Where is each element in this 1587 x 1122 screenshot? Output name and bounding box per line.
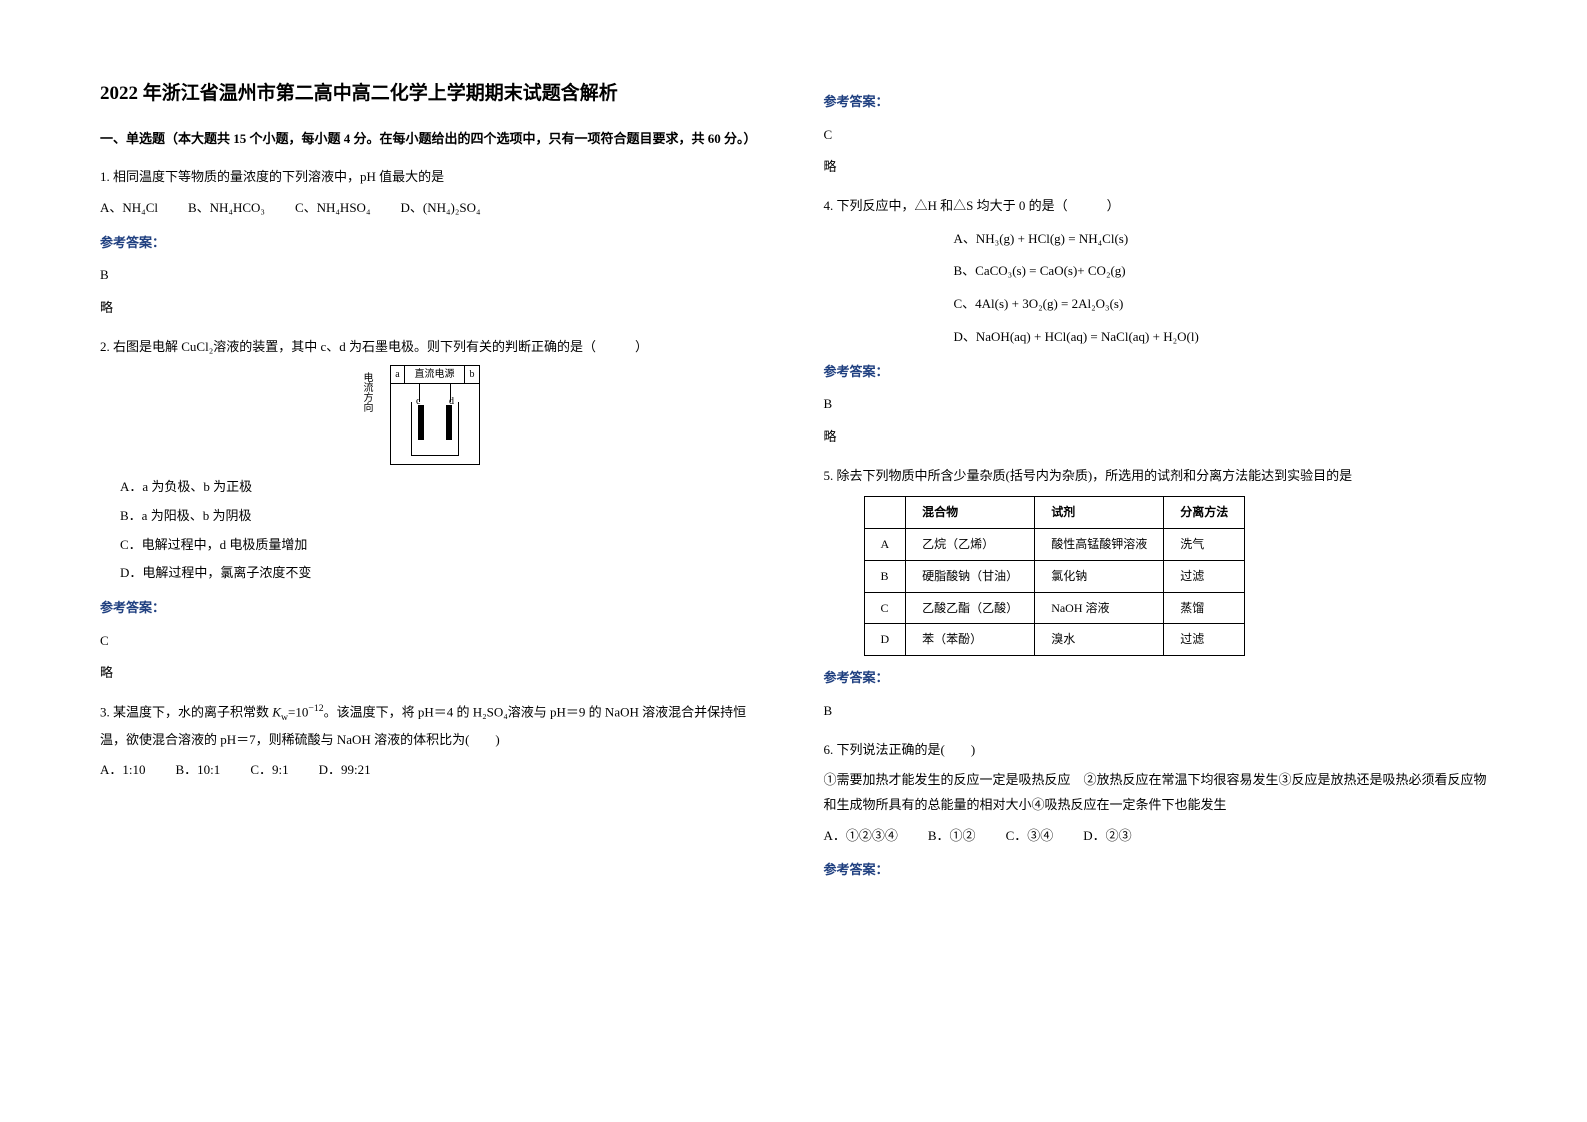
table-row: A乙烷（乙烯）酸性高锰酸钾溶液洗气 [864,529,1245,561]
q1-opt-d: D、(NH₄)₂SO₄ [400,196,480,221]
diagram-a: a [391,366,405,383]
q1-options: A、NH₄Cl B、NH₄HCO₃ C、NH₄HSO₄ D、(NH₄)₂SO₄ [100,196,764,221]
table-row: C乙酸乙酯（乙酸）NaOH 溶液蒸馏 [864,592,1245,624]
q3-text: 3. 某温度下，水的离子积常数 Kw=10−12。该温度下，将 pH＝4 的 H… [100,700,764,752]
diagram-d: d [449,392,454,411]
q5-text: 5. 除去下列物质中所含少量杂质(括号内为杂质)，所选用的试剂和分离方法能达到实… [824,464,1488,489]
q2-opt-b: B．a 为阳极、b 为阴极 [100,504,764,529]
q5-h3: 分离方法 [1164,497,1245,529]
q5-answer-label: 参考答案： [824,666,1488,691]
q6-opt-c: C．③④ [1006,824,1054,849]
diagram-b: b [465,366,479,383]
left-column: 2022 年浙江省温州市第二高中高二化学上学期期末试题含解析 一、单选题（本大题… [100,80,764,1072]
q6-text: 6. 下列说法正确的是( ) [824,738,1488,763]
q4-opt-c: C、4Al(s) + 3O₂(g) = 2Al₂O₃(s) [824,292,1488,317]
q5-h2: 试剂 [1035,497,1164,529]
q4-text: 4. 下列反应中，△H 和△S 均大于 0 的是（ ） [824,194,1488,219]
q5-header-row: 混合物 试剂 分离方法 [864,497,1245,529]
q6-desc: ①需要加热才能发生的反应一定是吸热反应 ②放热反应在常温下均很容易发生③反应是放… [824,768,1488,817]
q4-answer-label: 参考答案： [824,360,1488,385]
q1-skip: 略 [100,296,764,321]
q2-opt-d: D．电解过程中，氯离子浓度不变 [100,561,764,586]
table-row: D苯（苯酚）溴水过滤 [864,624,1245,656]
q5-h1: 混合物 [906,497,1035,529]
q5-h0 [864,497,906,529]
q2-text: 2. 右图是电解 CuCl₂溶液的装置，其中 c、d 为石墨电极。则下列有关的判… [100,335,764,360]
q2-answer: C [100,629,764,654]
q4-opt-a: A、NH₃(g) + HCl(g) = NH₄Cl(s) [824,227,1488,252]
q4-skip: 略 [824,425,1488,450]
q1-text: 1. 相同温度下等物质的量浓度的下列溶液中，pH 值最大的是 [100,165,764,190]
diagram-beaker: c d [411,402,459,456]
q3-answer: C [824,123,1488,148]
q2-options: 电流方向 a 直流电源 b c d A．a 为负极、b 为正极 B．a 为阳极 [100,365,764,586]
q3-opt-d: D．99:21 [319,758,371,783]
q1-answer-label: 参考答案： [100,231,764,256]
q2-skip: 略 [100,661,764,686]
q6-opt-a: A．①②③④ [824,824,898,849]
q2-body: 电流方向 a 直流电源 b c d A．a 为负极、b 为正极 B．a 为阳极 [100,365,764,586]
q2-diagram: 电流方向 a 直流电源 b c d [390,365,480,465]
q3-options: A．1:10 B．10:1 C．9:1 D．99:21 [100,758,764,783]
q3-opt-c: C．9:1 [250,758,288,783]
q1-opt-c: C、NH₄HSO₄ [295,196,371,221]
q2-opt-a: A．a 为负极、b 为正极 [100,475,764,500]
q3-answer-label: 参考答案： [824,90,1488,115]
diagram-source: 直流电源 [405,366,465,383]
diagram-side-label: 电流方向 [357,372,376,412]
table-row: B硬脂酸钠（甘油）氯化钠过滤 [864,560,1245,592]
q3-skip: 略 [824,155,1488,180]
q1-opt-b: B、NH₄HCO₃ [188,196,265,221]
q6-answer-label: 参考答案： [824,858,1488,883]
q4-options: A、NH₃(g) + HCl(g) = NH₄Cl(s) B、CaCO₃(s) … [824,227,1488,350]
right-column: 参考答案： C 略 4. 下列反应中，△H 和△S 均大于 0 的是（ ） A、… [824,80,1488,1072]
q4-opt-b: B、CaCO₃(s) = CaO(s)+ CO₂(g) [824,259,1488,284]
q6-options: A．①②③④ B．①② C．③④ D．②③ [824,824,1488,849]
q1-answer: B [100,263,764,288]
diagram-c: c [416,392,420,411]
q2-answer-label: 参考答案： [100,596,764,621]
section-1-label: 一、单选题（本大题共 15 个小题，每小题 4 分。在每小题给出的四个选项中，只… [100,127,764,152]
q6-opt-b: B．①② [928,824,976,849]
q3-opt-a: A．1:10 [100,758,146,783]
q3-opt-b: B．10:1 [176,758,221,783]
q4-answer: B [824,392,1488,417]
q1-opt-a: A、NH₄Cl [100,196,158,221]
document-title: 2022 年浙江省温州市第二高中高二化学上学期期末试题含解析 [100,80,764,109]
q5-table: 混合物 试剂 分离方法 A乙烷（乙烯）酸性高锰酸钾溶液洗气 B硬脂酸钠（甘油）氯… [864,496,1246,656]
q2-opt-c: C．电解过程中，d 电极质量增加 [100,533,764,558]
q5-answer: B [824,699,1488,724]
q6-opt-d: D．②③ [1083,824,1131,849]
q4-opt-d: D、NaOH(aq) + HCl(aq) = NaCl(aq) + H₂O(l) [824,325,1488,350]
